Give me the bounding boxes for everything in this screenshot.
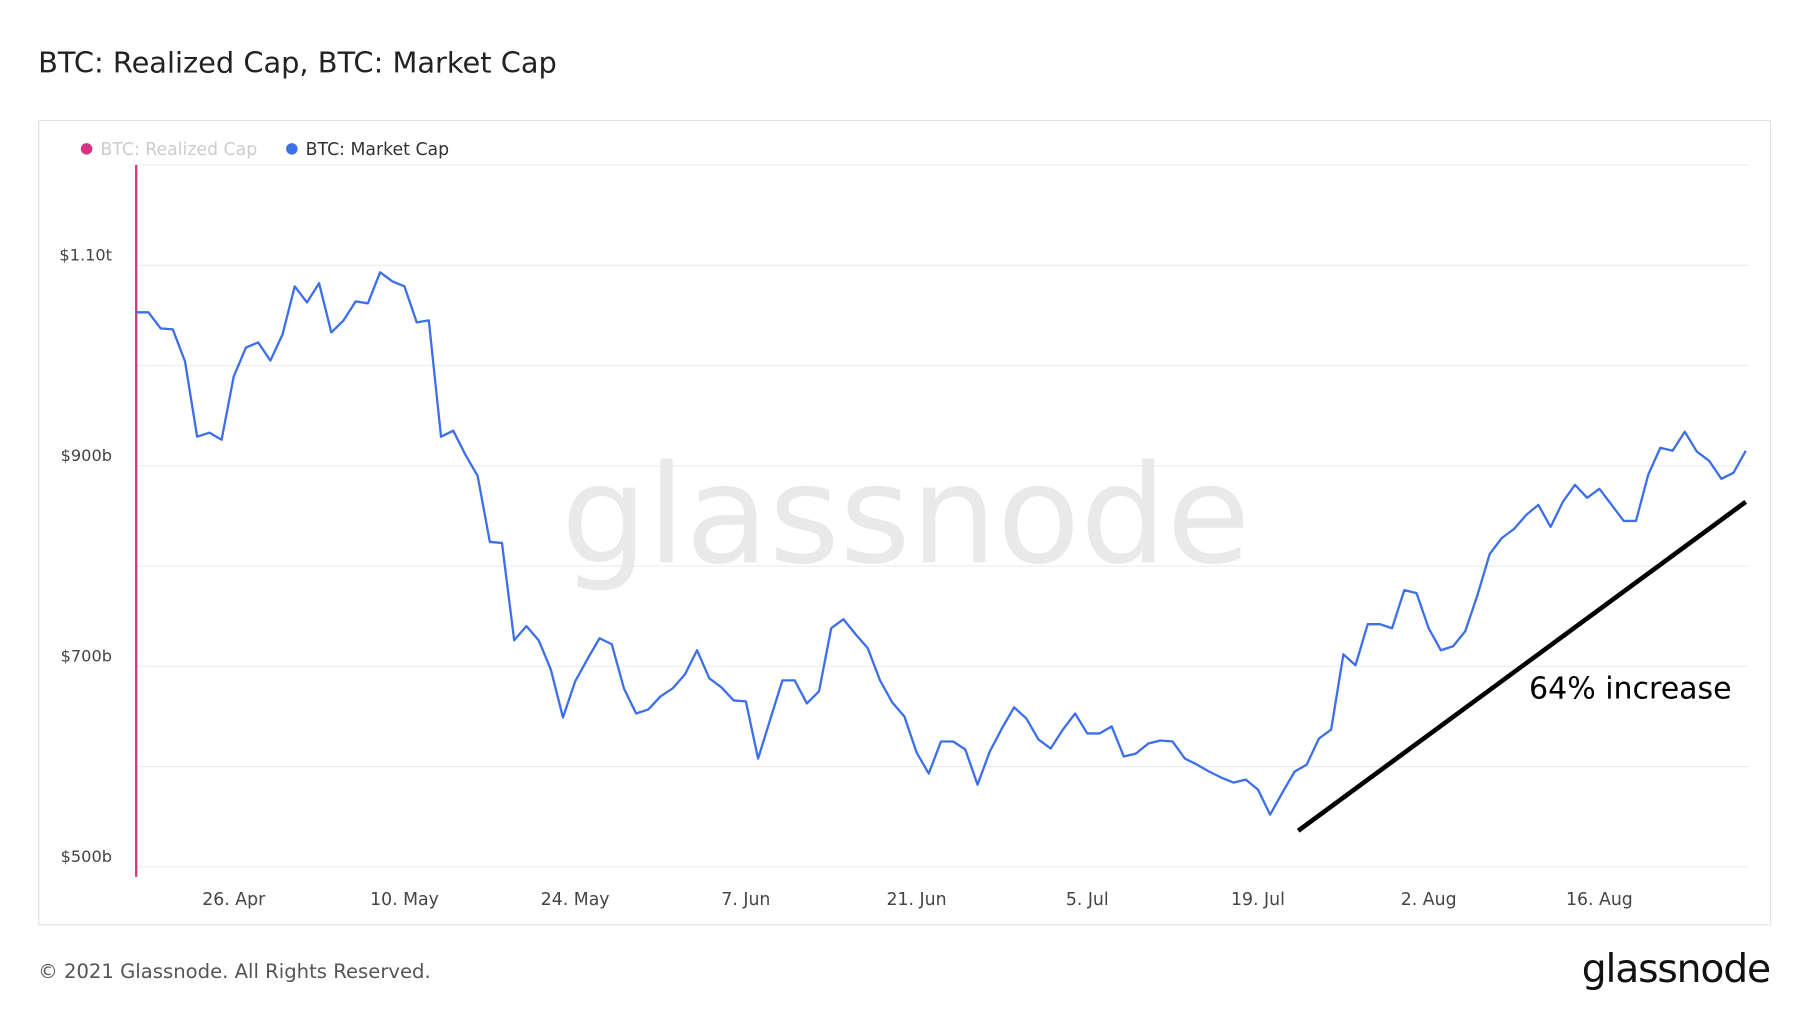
copyright: © 2021 Glassnode. All Rights Reserved. [38, 960, 431, 983]
logo: glassnode [1582, 947, 1770, 992]
x-tick-label: 26. Apr [202, 890, 266, 910]
x-tick-label: 7. Jun [721, 890, 770, 910]
x-tick-label: 16. Aug [1566, 890, 1633, 910]
y-tick-label: $900b [61, 446, 112, 465]
x-tick-label: 10. May [370, 890, 439, 910]
watermark: glassnode [561, 437, 1250, 595]
series-line [136, 271, 1747, 816]
y-tick-label: $1.10t [59, 246, 112, 265]
chart-title: BTC: Realized Cap, BTC: Market Cap [38, 46, 557, 80]
legend-label[interactable]: BTC: Market Cap [306, 140, 449, 160]
annotation-text: 64% increase [1529, 671, 1732, 706]
y-tick-label: $500b [61, 847, 112, 866]
x-tick-label: 2. Aug [1401, 890, 1457, 910]
x-tick-label: 19. Jul [1231, 890, 1285, 910]
x-tick-label: 21. Jun [887, 890, 947, 910]
legend-marker [80, 143, 93, 155]
annotation-line [1296, 500, 1748, 833]
legend-label[interactable]: BTC: Realized Cap [100, 140, 257, 160]
x-tick-label: 24. May [541, 890, 610, 910]
chart-frame [38, 119, 1772, 926]
x-tick-label: 5. Jul [1066, 890, 1109, 910]
legend-marker [286, 143, 298, 155]
y-tick-label: $700b [61, 647, 112, 666]
